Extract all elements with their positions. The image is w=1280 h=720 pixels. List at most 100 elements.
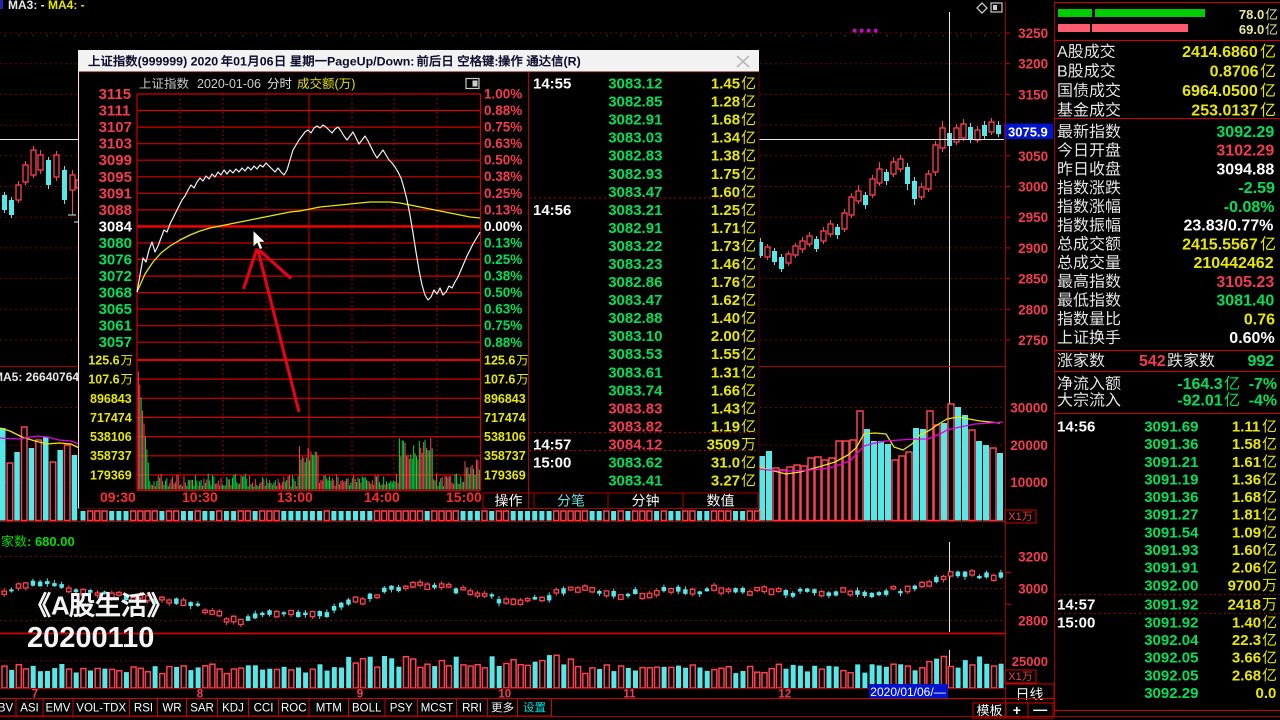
svg-text:0.50%: 0.50% — [484, 285, 522, 300]
svg-text:2.06: 2.06 — [1232, 560, 1261, 577]
svg-text:20200110: 20200110 — [27, 622, 154, 654]
svg-text:0.25%: 0.25% — [484, 252, 522, 267]
svg-text:EMV: EMV — [46, 703, 71, 715]
svg-text:3092.29: 3092.29 — [1216, 124, 1274, 141]
svg-text:0.00%: 0.00% — [484, 219, 522, 234]
svg-text:25000: 25000 — [1012, 654, 1048, 669]
svg-text:1.75: 1.75 — [711, 166, 740, 183]
svg-text:3082.86: 3082.86 — [608, 274, 662, 291]
svg-text:3081.40: 3081.40 — [1216, 293, 1274, 310]
svg-text:0.60%: 0.60% — [1229, 330, 1274, 347]
svg-text:992: 992 — [1248, 353, 1275, 370]
svg-text:15:00: 15:00 — [1057, 615, 1095, 632]
svg-text:1.36: 1.36 — [1232, 471, 1261, 488]
svg-text:15:00: 15:00 — [446, 489, 482, 505]
svg-text:(: ( — [335, 77, 340, 91]
svg-text:(R): (R) — [564, 55, 581, 69]
svg-text:3091.91: 3091.91 — [1144, 560, 1198, 577]
svg-text:1.40: 1.40 — [1232, 615, 1261, 632]
svg-text:+: + — [1013, 702, 1021, 718]
svg-text:22.3: 22.3 — [1232, 632, 1261, 649]
svg-text:107.6: 107.6 — [88, 373, 119, 387]
svg-text:-2.59: -2.59 — [1238, 180, 1275, 197]
svg-text:-0.08%: -0.08% — [1224, 199, 1275, 216]
svg-text:3080: 3080 — [99, 235, 132, 252]
svg-text:3061: 3061 — [99, 318, 132, 335]
svg-text:3.66: 3.66 — [1232, 650, 1261, 667]
svg-text:3092.05: 3092.05 — [1144, 667, 1198, 684]
svg-text:3092.04: 3092.04 — [1144, 632, 1199, 649]
svg-text:09:30: 09:30 — [100, 489, 136, 505]
svg-text:-4%: -4% — [1249, 393, 1277, 410]
svg-text:0.25%: 0.25% — [484, 186, 522, 201]
svg-text:3083.22: 3083.22 — [608, 238, 662, 255]
svg-text:1.19: 1.19 — [711, 418, 740, 435]
svg-text:B: B — [1057, 64, 1068, 81]
svg-text:): ) — [351, 77, 355, 91]
svg-text:A: A — [1057, 44, 1068, 61]
svg-text:2850: 2850 — [1018, 272, 1048, 287]
svg-text:0.50%: 0.50% — [484, 153, 522, 168]
svg-text:3083.03: 3083.03 — [608, 130, 662, 147]
svg-text:3091.36: 3091.36 — [1144, 436, 1198, 453]
svg-text:1.38: 1.38 — [711, 148, 740, 165]
svg-text:1.46: 1.46 — [711, 256, 740, 273]
svg-text:14:55: 14:55 — [533, 76, 571, 93]
svg-text:3057: 3057 — [99, 334, 132, 351]
svg-text:3091.19: 3091.19 — [1144, 471, 1198, 488]
svg-text:PSY: PSY — [390, 703, 413, 715]
svg-text:210442462: 210442462 — [1194, 255, 1274, 272]
svg-text:0.38%: 0.38% — [484, 169, 522, 184]
svg-text:3103: 3103 — [99, 136, 132, 153]
svg-text:2.00: 2.00 — [711, 328, 740, 345]
svg-text:14:56: 14:56 — [533, 202, 571, 219]
svg-text:BOLL: BOLL — [352, 703, 382, 715]
svg-text:-164.3: -164.3 — [1177, 376, 1222, 393]
svg-text:-7%: -7% — [1249, 376, 1277, 393]
svg-text:3095: 3095 — [99, 169, 132, 186]
svg-text:1.09: 1.09 — [1232, 524, 1261, 541]
svg-text:3083.10: 3083.10 — [608, 328, 662, 345]
svg-text:3092.05: 3092.05 — [1144, 650, 1198, 667]
svg-text:10: 10 — [498, 689, 511, 701]
svg-text:3092.00: 3092.00 — [1144, 577, 1198, 594]
svg-text:3083.47: 3083.47 — [608, 184, 662, 201]
svg-text:MA4: -: MA4: - — [48, 0, 85, 12]
svg-text:538106: 538106 — [484, 430, 526, 444]
svg-text:2415.5567: 2415.5567 — [1182, 236, 1258, 253]
svg-text:15:00: 15:00 — [533, 455, 571, 472]
svg-text:896843: 896843 — [484, 392, 526, 406]
svg-text:78.0: 78.0 — [1239, 7, 1264, 22]
svg-text:1.11: 1.11 — [1232, 419, 1260, 436]
svg-text:RRI: RRI — [462, 703, 482, 715]
svg-text:0.38%: 0.38% — [484, 269, 522, 284]
svg-text:PageUp/Down:: PageUp/Down: — [327, 55, 414, 69]
svg-text:3050: 3050 — [1018, 149, 1048, 164]
svg-text:14:57: 14:57 — [1057, 597, 1095, 614]
svg-text:11: 11 — [623, 689, 636, 701]
svg-text:MA3: -: MA3: - — [8, 0, 45, 12]
svg-text:: 680.00: : 680.00 — [27, 534, 75, 549]
svg-text:20000: 20000 — [1010, 438, 1048, 453]
svg-text:3083.61: 3083.61 — [608, 364, 662, 381]
svg-text:125.6: 125.6 — [484, 354, 515, 368]
svg-text:—: — — [1033, 701, 1047, 717]
svg-text:KDJ: KDJ — [222, 703, 244, 715]
svg-text:3083.23: 3083.23 — [608, 256, 662, 273]
svg-text:(999999) 2020: (999999) 2020 — [138, 55, 219, 69]
svg-text:31.0: 31.0 — [711, 455, 740, 472]
svg-text:1.58: 1.58 — [1232, 436, 1261, 453]
svg-text:3091.92: 3091.92 — [1144, 597, 1198, 614]
svg-text:3.27: 3.27 — [711, 473, 740, 490]
svg-text:3105.23: 3105.23 — [1216, 274, 1274, 291]
svg-text:3150: 3150 — [1018, 87, 1048, 102]
svg-text:107.6: 107.6 — [484, 373, 515, 387]
svg-text:3115: 3115 — [99, 86, 132, 103]
svg-text:1.76: 1.76 — [711, 274, 740, 291]
svg-text:3250: 3250 — [1018, 26, 1048, 41]
svg-text:1.43: 1.43 — [711, 400, 740, 417]
svg-text:10:30: 10:30 — [182, 489, 218, 505]
svg-text:12: 12 — [778, 689, 791, 701]
svg-text:3083.47: 3083.47 — [608, 292, 662, 309]
svg-text:1.28: 1.28 — [711, 94, 740, 111]
